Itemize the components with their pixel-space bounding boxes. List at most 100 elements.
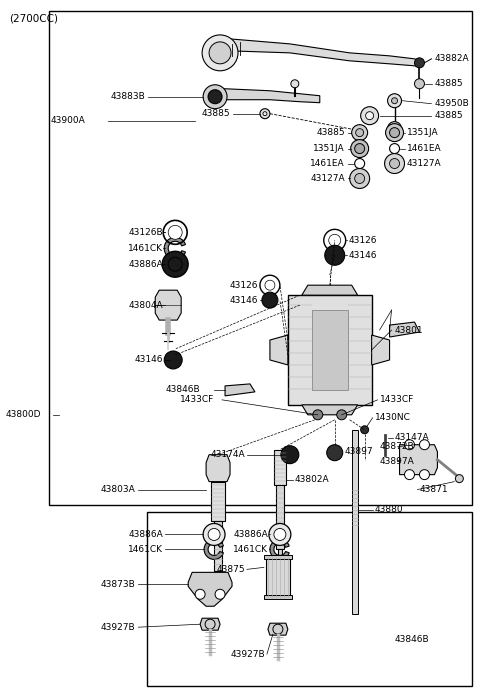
Text: (2700CC): (2700CC) [9, 14, 58, 24]
Text: 43146: 43146 [229, 296, 258, 305]
Polygon shape [200, 618, 220, 630]
Polygon shape [288, 295, 372, 405]
Text: 1461EA: 1461EA [310, 159, 345, 168]
Circle shape [215, 589, 225, 599]
Text: 43885: 43885 [434, 79, 463, 89]
Text: 43802A: 43802A [295, 475, 329, 484]
Text: 1461EA: 1461EA [407, 144, 441, 153]
Circle shape [415, 58, 424, 68]
Polygon shape [215, 89, 320, 102]
Text: 43880: 43880 [374, 505, 403, 514]
Text: 43127A: 43127A [407, 159, 441, 168]
Circle shape [415, 79, 424, 89]
Circle shape [405, 440, 415, 450]
Bar [266, 558, 290, 597]
Circle shape [350, 169, 370, 188]
Circle shape [336, 410, 347, 420]
Text: 43886A: 43886A [129, 530, 163, 539]
Circle shape [162, 252, 188, 277]
Polygon shape [302, 405, 358, 415]
Circle shape [329, 234, 341, 246]
Text: 43927B: 43927B [230, 650, 265, 659]
Bar [264, 556, 292, 560]
Circle shape [355, 174, 365, 183]
Circle shape [274, 528, 286, 540]
Circle shape [420, 470, 430, 480]
Text: 43846B: 43846B [165, 385, 200, 395]
Text: 43126: 43126 [229, 281, 258, 290]
Bar [352, 430, 358, 614]
Bar [147, 512, 472, 686]
Text: 1461CK: 1461CK [128, 244, 163, 253]
Circle shape [164, 351, 182, 369]
Text: 43950B: 43950B [434, 99, 469, 108]
Circle shape [203, 523, 225, 546]
Text: 1351JA: 1351JA [407, 128, 438, 137]
Text: 43897A: 43897A [380, 457, 414, 466]
Text: 43146: 43146 [348, 251, 377, 260]
Text: 43886A: 43886A [129, 260, 163, 269]
Polygon shape [372, 335, 390, 365]
Polygon shape [225, 384, 255, 396]
Text: 43883B: 43883B [110, 92, 145, 101]
Text: 43803A: 43803A [100, 485, 135, 494]
Polygon shape [399, 445, 437, 475]
Wedge shape [164, 237, 185, 259]
Text: 43126B: 43126B [129, 228, 163, 237]
Polygon shape [188, 572, 232, 606]
Circle shape [405, 470, 415, 480]
Text: 43174A: 43174A [210, 450, 245, 459]
Circle shape [263, 112, 267, 116]
Circle shape [327, 445, 343, 461]
Polygon shape [268, 623, 288, 635]
Bar [48, 11, 472, 505]
Bar [278, 549, 282, 584]
Polygon shape [206, 454, 230, 482]
Circle shape [281, 445, 299, 464]
Circle shape [325, 245, 345, 266]
Text: 43900A: 43900A [50, 116, 85, 125]
Circle shape [168, 257, 182, 271]
Text: 43146: 43146 [135, 355, 163, 365]
Circle shape [203, 85, 227, 109]
Text: 43127A: 43127A [310, 174, 345, 183]
Circle shape [168, 225, 182, 239]
Circle shape [313, 410, 323, 420]
Circle shape [202, 35, 238, 71]
Circle shape [265, 280, 275, 290]
Circle shape [352, 125, 368, 141]
Circle shape [291, 79, 299, 88]
Bar [264, 595, 292, 599]
Circle shape [390, 128, 399, 137]
Text: 1351JA: 1351JA [313, 144, 345, 153]
Text: 43885: 43885 [434, 112, 463, 120]
Wedge shape [204, 539, 224, 560]
Text: 1430NC: 1430NC [374, 413, 410, 422]
Text: 43801: 43801 [395, 325, 423, 335]
Polygon shape [155, 290, 181, 320]
Circle shape [269, 523, 291, 546]
Bar [274, 450, 286, 484]
Polygon shape [270, 335, 288, 365]
Text: 43927B: 43927B [101, 622, 135, 631]
Text: 43875: 43875 [216, 565, 245, 574]
Text: 43885: 43885 [316, 128, 345, 137]
Text: 1433CF: 1433CF [180, 395, 215, 404]
Circle shape [208, 90, 222, 104]
Circle shape [387, 122, 402, 136]
Polygon shape [390, 322, 420, 337]
Circle shape [262, 292, 278, 308]
Wedge shape [270, 539, 289, 560]
Circle shape [385, 123, 404, 141]
Circle shape [360, 107, 379, 125]
Text: 43872B: 43872B [380, 442, 414, 451]
Text: 43800D: 43800D [6, 411, 41, 420]
Circle shape [208, 528, 220, 540]
Text: 1433CF: 1433CF [380, 395, 414, 404]
Text: 1461CK: 1461CK [128, 545, 163, 554]
Circle shape [384, 153, 405, 174]
Bar [214, 521, 222, 572]
Circle shape [195, 589, 205, 599]
Text: 43147A: 43147A [395, 434, 429, 442]
Text: 43126: 43126 [348, 236, 377, 245]
